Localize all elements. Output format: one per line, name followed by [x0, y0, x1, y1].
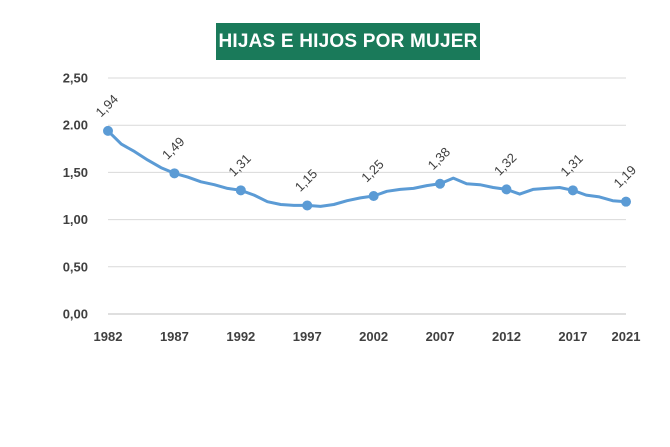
data-label: 1,19	[611, 162, 640, 191]
series-line	[106, 129, 628, 208]
data-point	[435, 178, 446, 189]
data-point	[103, 125, 113, 136]
data-label: 1,38	[425, 144, 454, 173]
data-point	[302, 200, 313, 211]
data-point	[169, 168, 180, 179]
x-tick-label: 1992	[226, 329, 255, 344]
data-label: 1,31	[225, 151, 254, 180]
data-point	[235, 185, 246, 196]
chart-title: HIJAS E HIJOS POR MUJER	[216, 23, 480, 60]
data-label: 1,49	[159, 134, 188, 163]
y-tick-label: 1,00	[63, 212, 88, 227]
data-label: 1,94	[93, 91, 122, 120]
gridlines	[108, 77, 626, 315]
data-label: 1,25	[358, 157, 387, 186]
data-label: 1,15	[292, 166, 321, 195]
y-tick-label: 2.00	[63, 118, 88, 133]
y-tick-label: 1,50	[63, 165, 88, 180]
data-point	[567, 185, 578, 196]
x-tick-label: 2017	[558, 329, 587, 344]
x-axis-ticks: 1982 1987 1992 1997 2002 2007 2012 2017 2021	[94, 329, 641, 344]
x-tick-label: 2012	[492, 329, 521, 344]
x-tick-label: 2007	[426, 329, 455, 344]
x-tick-label: 1997	[293, 329, 322, 344]
y-tick-label: 0,50	[63, 259, 88, 274]
data-labels: 1,94 1,49 1,31 1,15 1,25 1,38 1,32 1,31 1,19	[93, 91, 640, 194]
data-point	[621, 196, 631, 207]
data-markers	[103, 125, 631, 211]
data-label: 1,32	[491, 150, 520, 179]
data-label: 1,31	[557, 151, 586, 180]
x-tick-label: 1987	[160, 329, 189, 344]
data-point	[501, 184, 512, 195]
y-tick-label: 2,50	[63, 71, 88, 86]
y-axis-ticks: 0,00 0,50 1,00 1,50 2.00 2,50	[63, 71, 88, 322]
x-tick-label: 1982	[94, 329, 123, 344]
x-tick-label: 2021	[612, 329, 641, 344]
y-tick-label: 0,00	[63, 307, 88, 322]
x-tick-label: 2002	[359, 329, 388, 344]
data-point	[368, 191, 379, 201]
